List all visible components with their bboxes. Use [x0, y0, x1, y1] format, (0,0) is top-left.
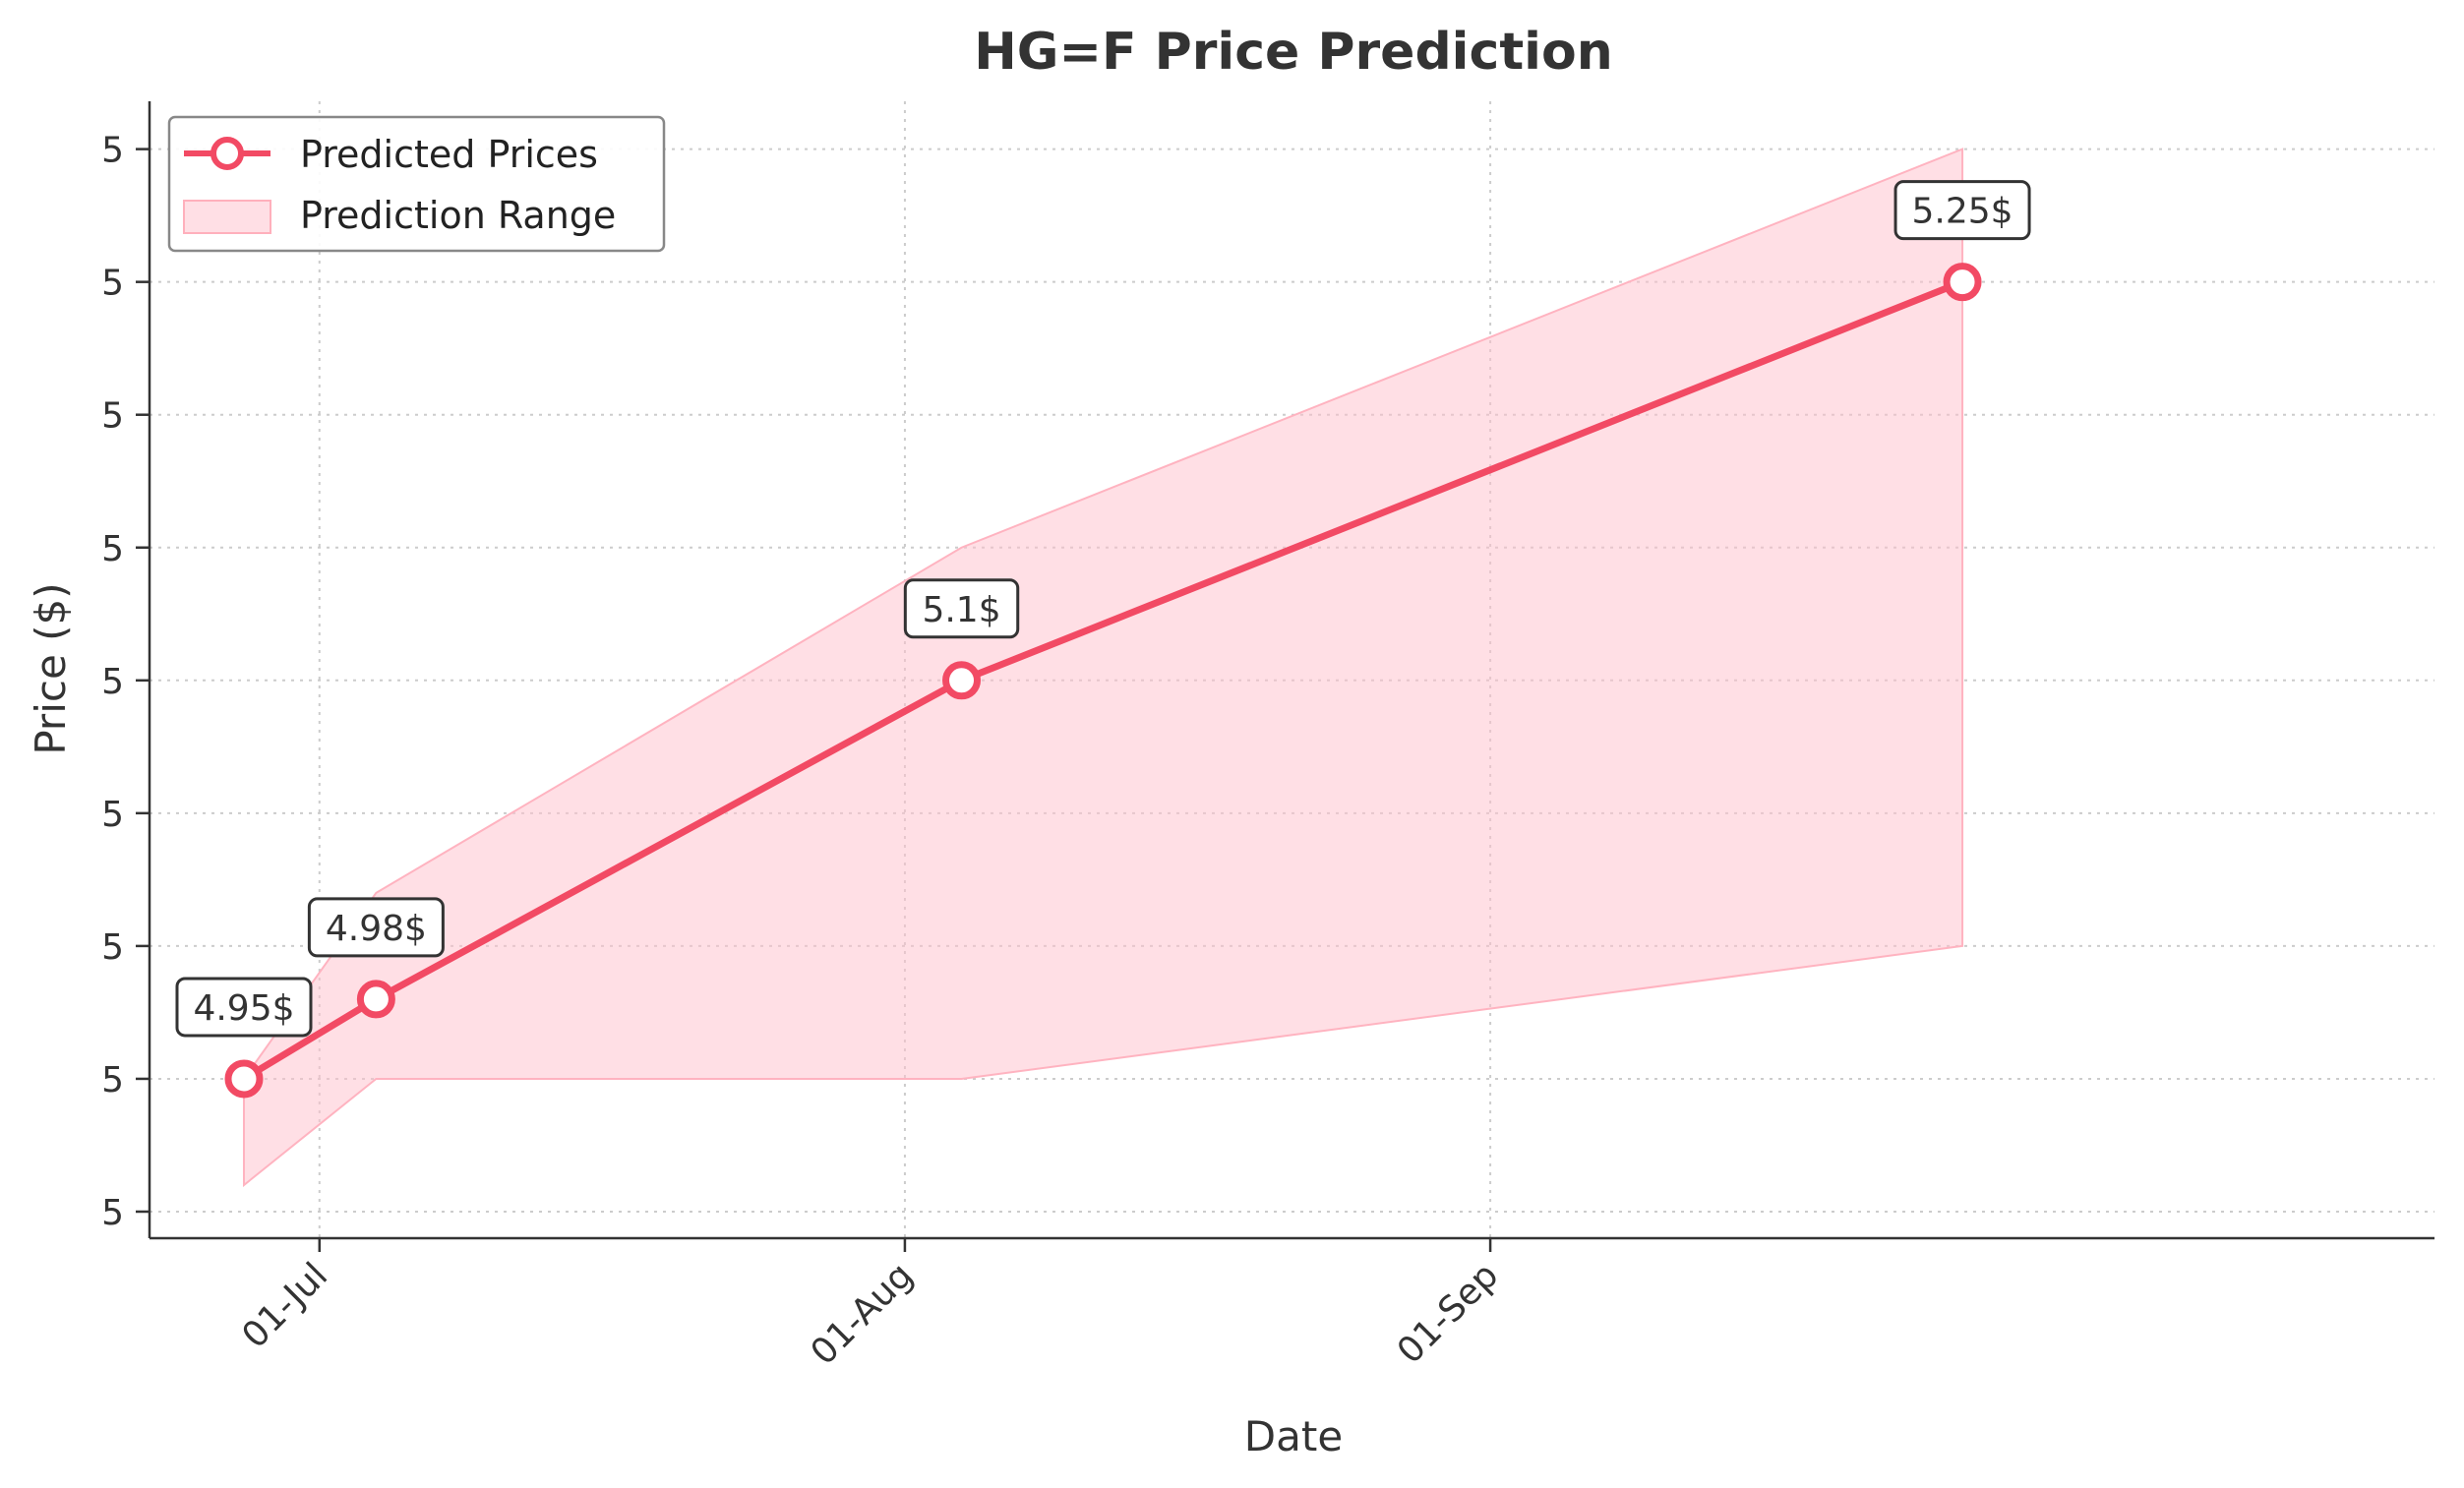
y-tick-label-0: 5	[101, 1193, 124, 1233]
data-label-2: 5.1$	[922, 590, 1000, 630]
y-axis-ticks: 5 5 5 5 5 5 5 5 5	[101, 131, 150, 1233]
prediction-line-layer	[240, 278, 1966, 1083]
data-point-2	[942, 661, 982, 700]
y-tick-label-7: 5	[101, 264, 124, 304]
predicted-prices-line	[240, 278, 1966, 1083]
y-tick-label-8: 5	[101, 131, 124, 171]
legend-marker-swatch	[210, 137, 244, 170]
y-tick-label-2: 5	[101, 927, 124, 968]
data-label-0: 4.95$	[193, 988, 294, 1029]
data-label-3: 5.25$	[1912, 192, 2013, 232]
y-tick-label-6: 5	[101, 396, 124, 437]
x-axis-label: Date	[1244, 1412, 1343, 1460]
legend-range-swatch	[183, 200, 271, 234]
y-tick-label-4: 5	[101, 662, 124, 702]
data-point-3	[1943, 263, 1982, 302]
data-label-box-2	[903, 578, 1020, 639]
data-point-0	[224, 1059, 264, 1099]
legend-label-predicted-prices: Predicted Prices	[300, 133, 598, 176]
data-label-box-0	[175, 977, 313, 1038]
legend: Predicted Prices Prediction Range	[167, 115, 666, 253]
prediction-range-area	[242, 148, 1964, 1188]
y-axis-label: Price ($)	[27, 582, 75, 754]
annotations-layer: 4.95$ 4.98$ 5.1$ 5.25$	[175, 180, 2031, 1038]
legend-box	[167, 115, 666, 253]
data-point-1	[356, 980, 395, 1019]
chart-title: HG=F Price Prediction	[974, 23, 1613, 82]
y-tick-label-1: 5	[101, 1060, 124, 1101]
prediction-points-layer	[224, 263, 1982, 1099]
prediction-range-layer	[242, 148, 1964, 1188]
legend-label-prediction-range: Prediction Range	[300, 194, 616, 237]
data-label-1: 4.98$	[326, 909, 427, 949]
y-tick-label-5: 5	[101, 529, 124, 569]
data-label-box-1	[307, 897, 445, 958]
data-label-box-3	[1893, 180, 2031, 241]
y-tick-label-3: 5	[101, 795, 124, 835]
